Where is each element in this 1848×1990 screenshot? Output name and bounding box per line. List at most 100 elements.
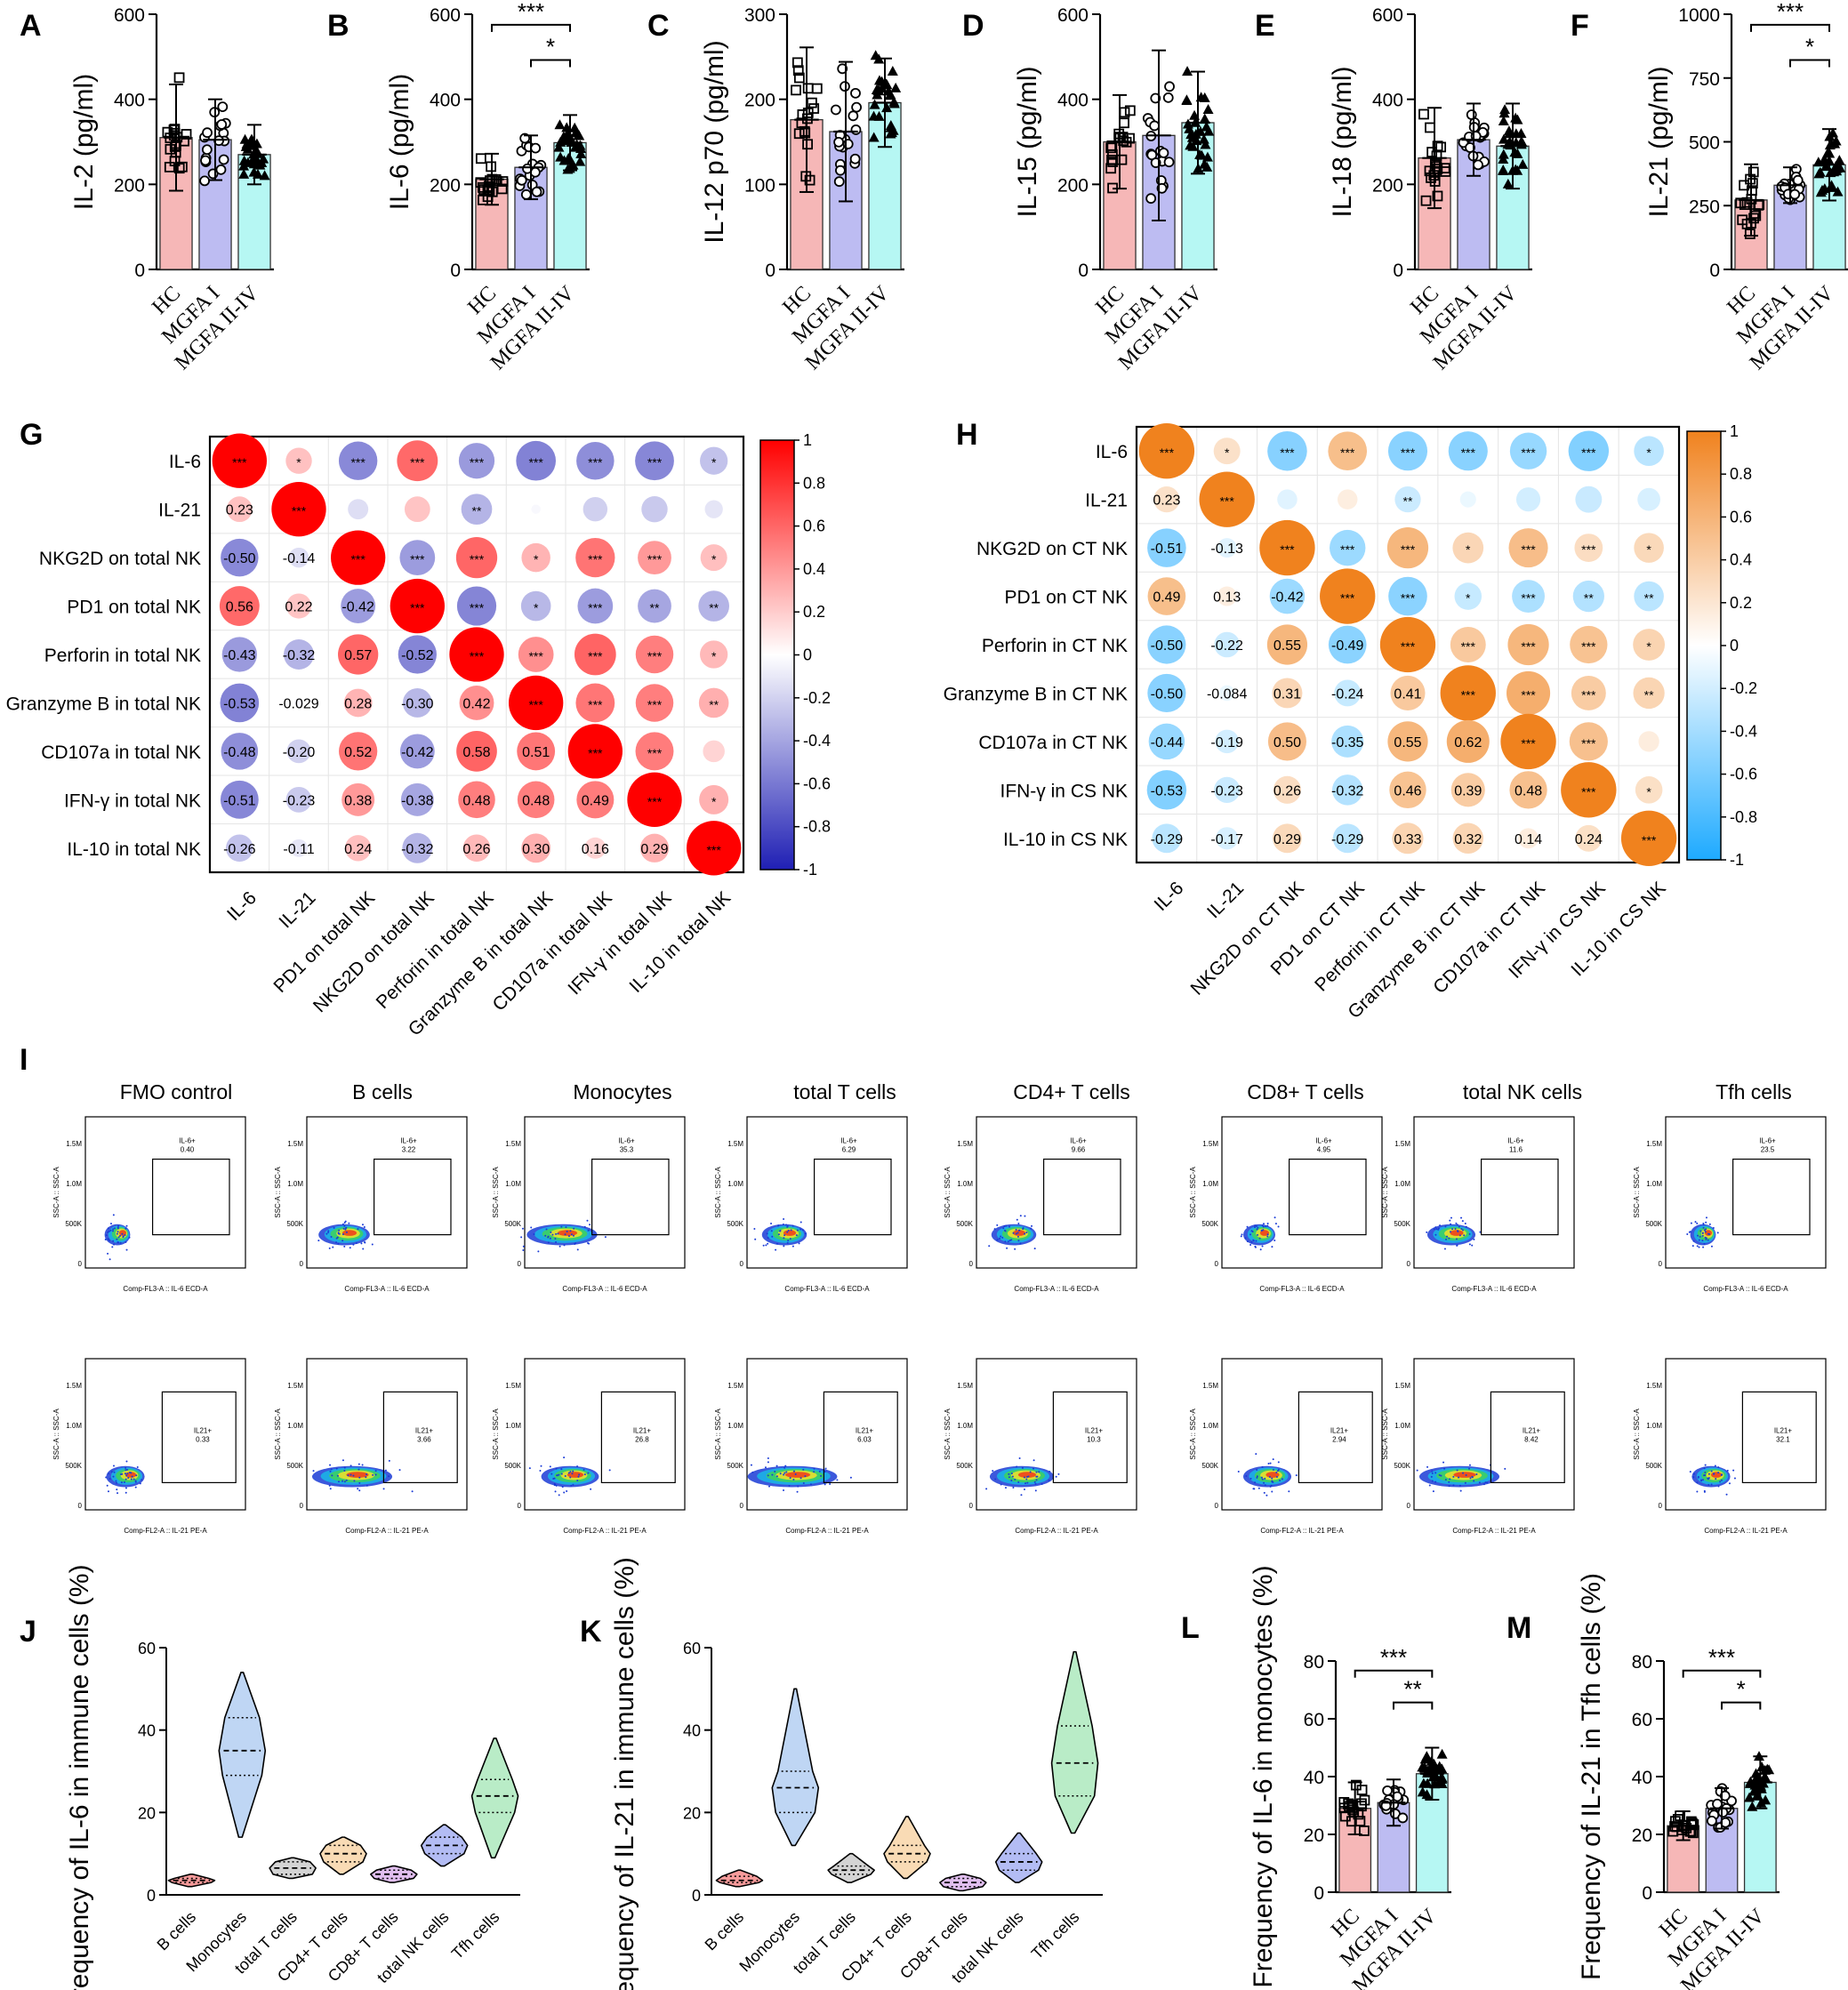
flow-event — [1452, 1484, 1455, 1487]
flow-event — [783, 1489, 785, 1492]
panel-label: C — [647, 9, 670, 43]
flow-gate-label: IL-6+ — [618, 1137, 635, 1145]
flow-event — [1450, 1223, 1452, 1225]
data-point — [1182, 66, 1193, 76]
flow-event — [107, 1252, 109, 1255]
corr-value: -0.19 — [1210, 735, 1243, 750]
flow-event — [528, 1467, 531, 1470]
flow-event — [1256, 1469, 1258, 1472]
corr-circle — [1215, 729, 1239, 754]
colorbar-tick-label: 0 — [803, 646, 812, 664]
corr-value: 0.49 — [1153, 590, 1180, 606]
corr-circle — [404, 496, 430, 523]
flow-event — [550, 1231, 552, 1233]
flow-event — [1271, 1246, 1274, 1248]
flow-plot-frame — [1221, 1116, 1383, 1269]
corr-circle — [458, 781, 495, 819]
data-point — [887, 65, 898, 76]
flow-event — [1279, 1479, 1282, 1481]
flow-gate — [1298, 1391, 1373, 1484]
flow-event — [996, 1239, 999, 1241]
flow-gate-percent: 35.3 — [620, 1146, 634, 1154]
flow-gate-percent: 8.42 — [1524, 1435, 1539, 1443]
data-point — [1425, 122, 1435, 133]
flow-y-tick: 0 — [300, 1502, 304, 1510]
significance-stars: *** — [588, 455, 603, 469]
flow-event — [792, 1479, 795, 1481]
flow-event — [360, 1242, 363, 1245]
significance-stars: *** — [528, 649, 543, 663]
data-point — [1671, 1821, 1683, 1833]
flow-event — [577, 1475, 580, 1478]
flow-event — [571, 1472, 574, 1475]
flow-event — [1697, 1476, 1699, 1479]
data-point — [870, 50, 881, 60]
flow-event — [361, 1464, 364, 1466]
flow-event — [561, 1486, 564, 1488]
flow-event — [1017, 1480, 1020, 1483]
flow-event — [1486, 1481, 1489, 1484]
flow-density — [566, 1472, 584, 1478]
flow-event — [786, 1225, 789, 1228]
y-tick-label: 20 — [138, 1804, 156, 1822]
flow-event — [1443, 1248, 1446, 1250]
flow-event — [556, 1474, 558, 1477]
corr-circle — [1446, 719, 1490, 763]
flow-gate — [1490, 1391, 1565, 1484]
flow-event — [789, 1477, 791, 1480]
flow-event — [799, 1221, 802, 1224]
flow-event — [1460, 1216, 1463, 1219]
row-label: NKG2D on CT NK — [976, 539, 1128, 559]
flow-event — [583, 1473, 586, 1476]
data-point — [1418, 1762, 1430, 1773]
data-point — [1338, 1796, 1350, 1808]
panel-k: K 0 20 40 60 Frequency of IL-21 in immune cel… — [580, 1557, 1103, 1990]
flow-event — [345, 1231, 348, 1233]
flow-y-axis-label: SSC-A :: SSC-A — [1633, 1167, 1641, 1218]
flow-gate — [1480, 1158, 1559, 1236]
flow-event — [555, 1232, 558, 1235]
corr-circle — [1507, 623, 1549, 666]
flow-event — [139, 1482, 141, 1485]
flow-x-axis-label: Comp-FL2-A :: IL-21 PE-A — [1015, 1527, 1098, 1535]
y-tick-label: 20 — [1632, 1826, 1652, 1846]
flow-event — [1448, 1237, 1450, 1240]
corr-circle — [1635, 776, 1663, 804]
corr-circle — [635, 732, 674, 771]
corr-circle — [219, 586, 260, 627]
data-point — [883, 85, 895, 96]
flow-event — [372, 1473, 374, 1476]
data-point — [848, 110, 859, 122]
flow-gate-percent: 10.3 — [1087, 1435, 1101, 1443]
significance-stars: ** — [1403, 494, 1413, 509]
significance-bracket — [1354, 1669, 1434, 1678]
corr-circle — [1332, 823, 1362, 854]
flow-event — [783, 1473, 785, 1476]
flow-plot-frame — [84, 1358, 246, 1511]
flow-density — [1265, 1472, 1280, 1478]
row-label: Perforin in total NK — [44, 646, 201, 666]
panel-label: E — [1255, 9, 1275, 43]
data-point — [1432, 190, 1443, 202]
flow-event — [1288, 1490, 1290, 1493]
flow-event — [1024, 1232, 1026, 1235]
data-point — [1124, 105, 1136, 116]
flow-event — [1484, 1481, 1487, 1484]
corr-value: 0.13 — [1213, 590, 1241, 606]
corr-circle — [1568, 430, 1610, 471]
flow-event — [333, 1226, 335, 1229]
flow-density — [1450, 1230, 1464, 1236]
flow-event — [1018, 1456, 1021, 1459]
flow-gate-percent: 26.8 — [635, 1435, 649, 1443]
data-point — [1105, 163, 1117, 174]
corr-value: -0.44 — [1151, 735, 1184, 750]
flow-event — [783, 1245, 785, 1248]
flow-event — [1697, 1234, 1699, 1237]
corr-value: -0.35 — [1331, 735, 1364, 750]
column-label: NKG2D on CT NK — [1187, 878, 1308, 999]
flow-event — [1696, 1490, 1699, 1493]
data-point — [1419, 1753, 1431, 1764]
